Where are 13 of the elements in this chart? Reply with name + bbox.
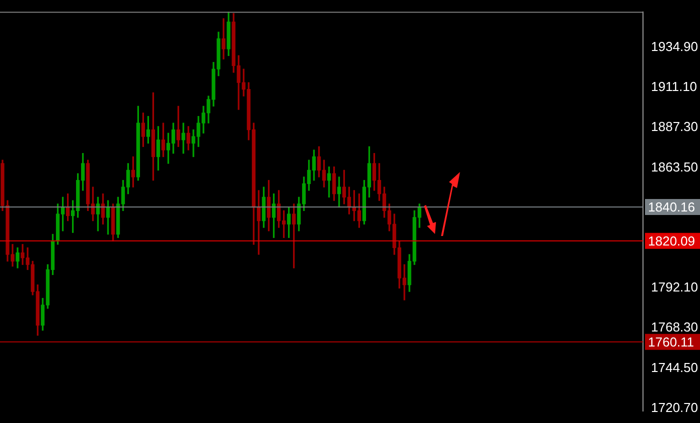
candlestick [222,18,226,60]
y-tick-label: 1792.10 [651,280,698,295]
y-tick-label: 1887.30 [651,119,698,134]
candlestick [327,166,331,198]
y-tick-label: 1934.90 [651,38,698,54]
ref-line-label: 1760.11 [648,334,694,350]
ref-line-label: 1820.09 [648,233,695,248]
y-tick-label: 1768.30 [651,320,698,335]
ref-line-label: 1840.16 [648,200,695,215]
y-tick-label: 1744.50 [651,360,698,375]
y-tick-label: 1911.10 [651,79,698,94]
y-tick-label: 1863.50 [651,159,698,174]
y-tick-label: 1720.70 [651,400,698,415]
